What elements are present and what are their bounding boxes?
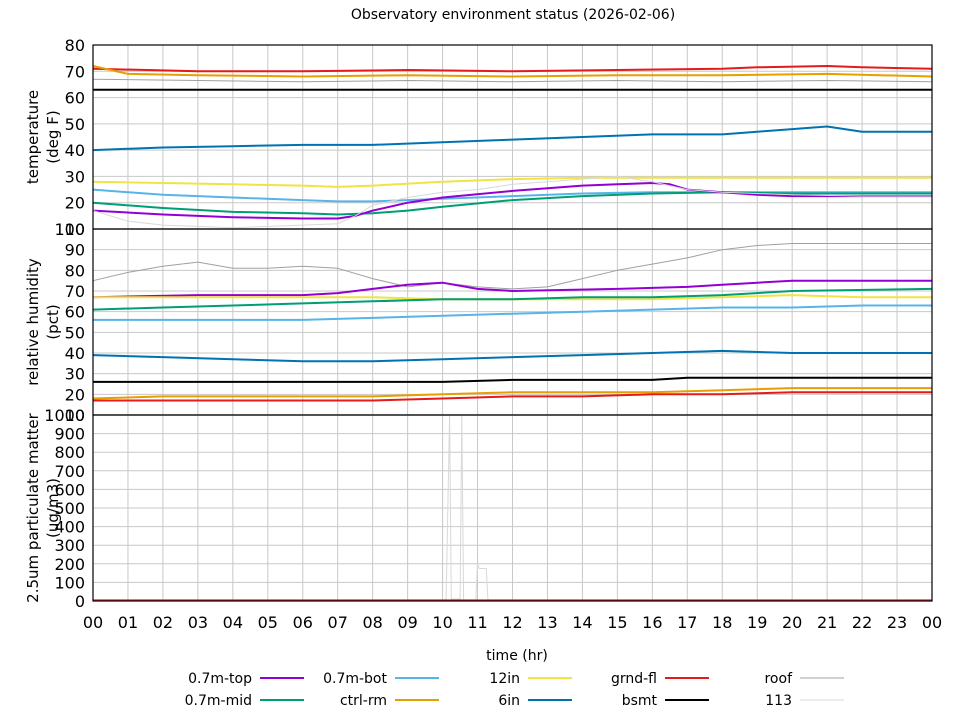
x-tick-label: 00 (83, 613, 103, 632)
x-tick-label: 21 (817, 613, 837, 632)
legend-label: bsmt (622, 693, 658, 709)
y-tick-label: 60 (65, 89, 85, 108)
legend-label: 12in (489, 671, 520, 687)
y-tick-label: 20 (65, 194, 85, 213)
panel-0: 80 70 60 50 40 30 20 10 temperature (deg F) (24, 36, 933, 239)
y-tick-label: 700 (54, 462, 85, 481)
legend: 0.7m-top 0.7m-bot 12in grnd-fl roof 0.7m-mid c… (185, 671, 844, 709)
y-tick-label: 40 (65, 141, 85, 160)
series-line-bsmt (93, 376, 932, 383)
x-tick-label: 17 (677, 613, 697, 632)
y-tick-label: 800 (54, 443, 85, 462)
x-tick-label: 01 (118, 613, 138, 632)
y-axis-label: temperature (deg F) (24, 90, 62, 184)
y-axis-label: relative humidity (pct) (24, 258, 62, 386)
x-tick-label: 12 (502, 613, 522, 632)
series-line-roof (92, 243, 932, 290)
y-tick-label: 70 (65, 62, 85, 81)
series-line-0-7m-top (92, 182, 932, 220)
series-line-grnd-fl (93, 391, 932, 402)
legend-label: 113 (765, 693, 792, 709)
x-tick-label: 23 (887, 613, 907, 632)
y-tick-label: 900 (54, 425, 85, 444)
y-tick-label: 70 (65, 282, 85, 301)
legend-label: 6in (498, 693, 520, 709)
series-line-113 (92, 175, 932, 229)
x-tick-label: 09 (397, 613, 417, 632)
x-axis-label: time (hr) (486, 648, 548, 664)
x-tick-label: 15 (607, 613, 627, 632)
series-line-6in (92, 349, 932, 363)
legend-label: roof (764, 671, 793, 687)
panel-2-frame (92, 414, 933, 602)
y-tick-label: 80 (65, 36, 85, 55)
x-tick-label: 07 (328, 613, 348, 632)
series-line-6in (92, 125, 932, 152)
x-tick-label: 06 (293, 613, 313, 632)
x-tick-label: 03 (188, 613, 208, 632)
series-line-roof (92, 78, 933, 83)
x-tick-label: 20 (782, 613, 802, 632)
x-tick-label: 16 (642, 613, 662, 632)
series-line-12in (92, 176, 932, 188)
series-line-grnd-fl (92, 65, 933, 73)
x-tick-label: 04 (223, 613, 243, 632)
y-tick-label: 10 (65, 220, 85, 239)
y-tick-label: 80 (65, 261, 85, 280)
series-line-0-7m-bot (93, 304, 932, 321)
legend-label: 0.7m-top (188, 671, 252, 687)
y-tick-label: 600 (54, 480, 85, 499)
y-tick-label: 60 (65, 303, 85, 322)
x-tick-label: 13 (537, 613, 557, 632)
y-tick-label: 40 (65, 344, 85, 363)
series-line-ctrl-rm (92, 387, 932, 400)
x-tick-label: 00 (922, 613, 942, 632)
y-tick-label: 300 (54, 536, 85, 555)
y-tick-label: 400 (54, 518, 85, 537)
panel-2-grid (92, 414, 933, 602)
series-line-0-7m-top (92, 279, 932, 299)
y-tick-label: 20 (65, 385, 85, 404)
legend-label: 0.7m-mid (185, 693, 252, 709)
y-tick-label: 50 (65, 115, 85, 134)
y-tick-label: 1000 (44, 406, 85, 425)
x-tick-label: 14 (572, 613, 592, 632)
legend-label: grnd-fl (611, 671, 657, 687)
legend-label: 0.7m-bot (323, 671, 387, 687)
y-tick-label: 30 (65, 365, 85, 384)
chart-title: Observatory environment status (2026-02-… (351, 7, 675, 23)
y-tick-label: 0 (75, 592, 85, 611)
x-tick-label: 05 (258, 613, 278, 632)
y-tick-label: 500 (54, 499, 85, 518)
y-tick-label: 10 (65, 406, 85, 425)
y-tick-label: 100 (54, 573, 85, 592)
panel-0-grid (92, 44, 933, 230)
x-tick-label: 22 (852, 613, 872, 632)
series-line-ctrl-rm (92, 65, 933, 78)
y-tick-label: 50 (65, 323, 85, 342)
x-tick-label: 10 (432, 613, 452, 632)
y-tick-label: 90 (65, 241, 85, 260)
y-tick-label: 200 (54, 555, 85, 574)
y-tick-label: 100 (54, 220, 85, 239)
x-tick-label: 11 (467, 613, 487, 632)
series-line-0-7m-mid (92, 191, 932, 216)
x-tick-label: 08 (362, 613, 382, 632)
legend-label: ctrl-rm (340, 693, 387, 709)
y-tick-label: 30 (65, 167, 85, 186)
x-tick-label: 19 (747, 613, 767, 632)
x-tick-label: 02 (153, 613, 173, 632)
y-axis-label: 2.5um particulate matter (ug/m3) (24, 412, 62, 602)
series-line-0-7m-mid (92, 287, 933, 311)
x-tick-label: 18 (712, 613, 732, 632)
